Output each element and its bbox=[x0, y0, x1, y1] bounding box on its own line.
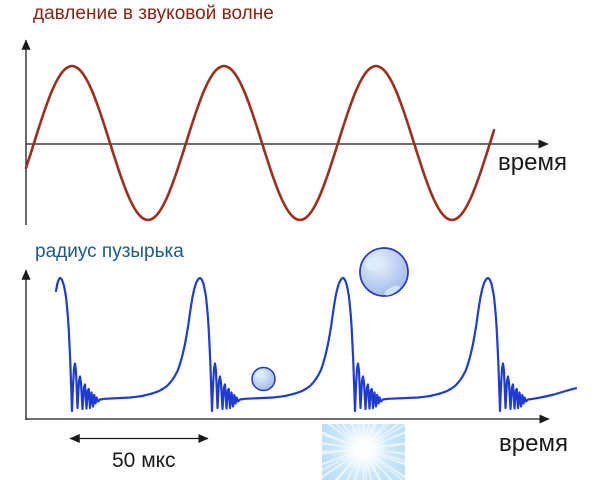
bubble-large-bottom-glint bbox=[384, 285, 400, 296]
bubble-small-highlight bbox=[255, 371, 265, 378]
pressure-wave-curve bbox=[24, 64, 496, 222]
radius-chart-title: радиус пузырька bbox=[35, 241, 184, 262]
bubble-large-illustration bbox=[359, 247, 409, 297]
bubble-small-illustration bbox=[251, 366, 276, 392]
light-flash-illustration bbox=[322, 424, 405, 480]
bubble-large-highlight bbox=[365, 256, 381, 271]
bubble-radius-curve bbox=[54, 276, 578, 413]
time-label-radius: время bbox=[499, 430, 568, 457]
pressure-chart-title: давление в звуковой волне bbox=[33, 3, 274, 24]
scale-bar-label: 50 мкс bbox=[112, 449, 176, 472]
time-label-pressure: время bbox=[498, 149, 567, 176]
